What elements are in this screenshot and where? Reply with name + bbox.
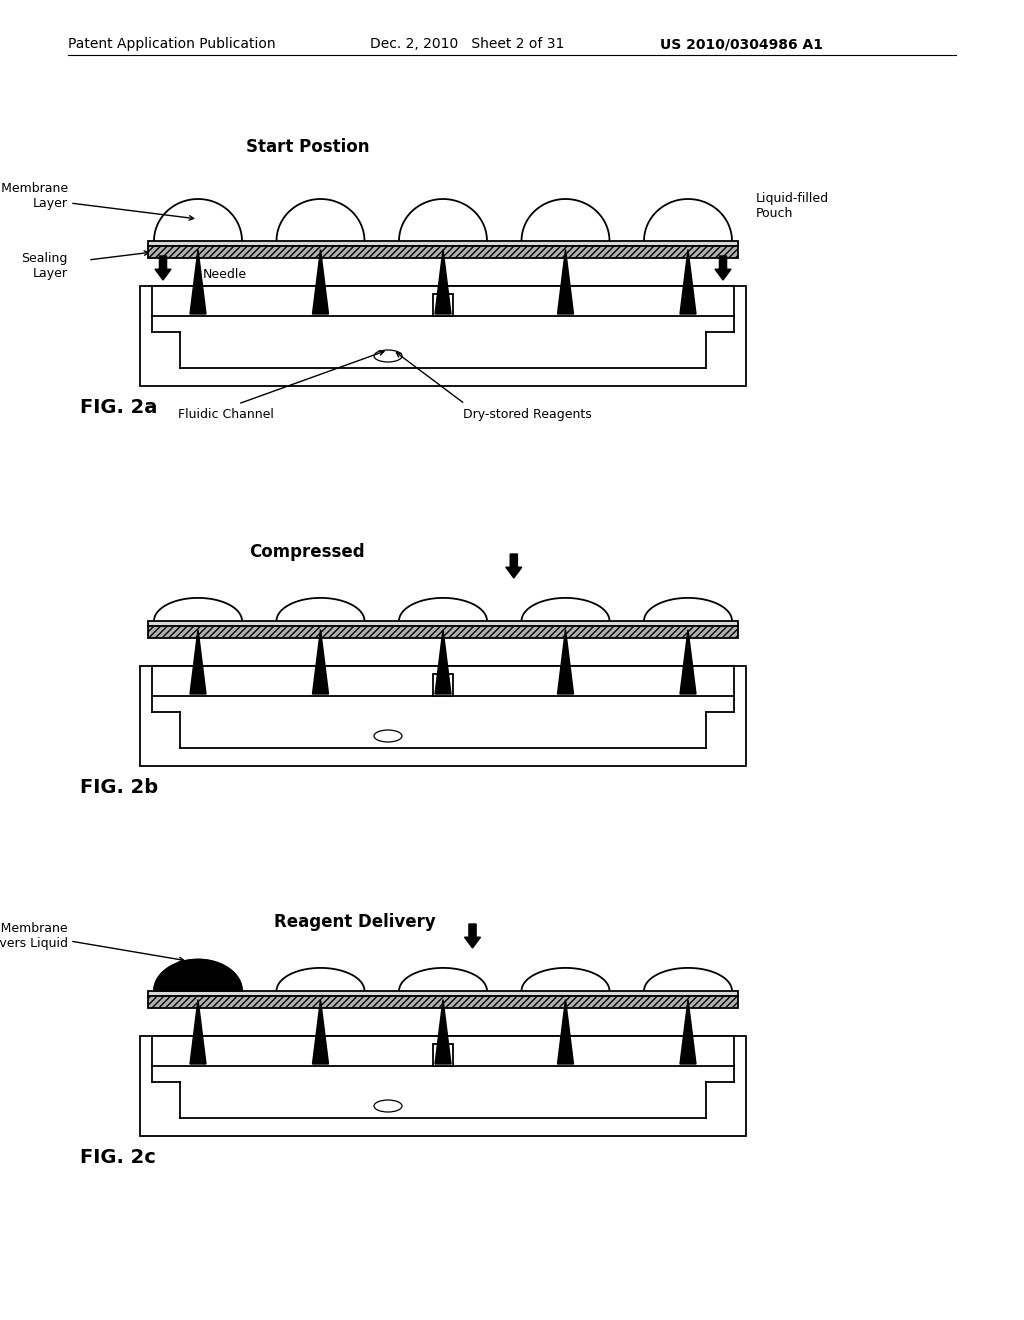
Bar <box>148 620 738 626</box>
Polygon shape <box>276 598 365 620</box>
Polygon shape <box>435 630 451 694</box>
Polygon shape <box>644 968 732 991</box>
Polygon shape <box>435 999 451 1064</box>
Bar <box>152 286 734 315</box>
Polygon shape <box>155 256 171 280</box>
Ellipse shape <box>374 730 402 742</box>
Polygon shape <box>276 199 365 242</box>
Polygon shape <box>557 999 573 1064</box>
Text: Compressed: Compressed <box>250 543 366 561</box>
Polygon shape <box>435 249 451 314</box>
Polygon shape <box>521 968 609 991</box>
Text: Start Postion: Start Postion <box>246 139 369 156</box>
Text: FIG. 2a: FIG. 2a <box>80 399 158 417</box>
Polygon shape <box>680 249 696 314</box>
Bar <box>433 1044 453 1067</box>
Polygon shape <box>312 999 329 1064</box>
Polygon shape <box>399 598 487 620</box>
Text: Liquid-filled
Pouch: Liquid-filled Pouch <box>756 191 829 220</box>
Polygon shape <box>190 999 206 1064</box>
Polygon shape <box>680 630 696 694</box>
Bar <box>148 246 738 257</box>
Polygon shape <box>644 598 732 620</box>
Text: US 2010/0304986 A1: US 2010/0304986 A1 <box>660 37 823 51</box>
Polygon shape <box>680 999 696 1064</box>
Polygon shape <box>154 598 242 620</box>
Bar <box>140 667 746 766</box>
Text: Fluidic Channel: Fluidic Channel <box>178 408 273 421</box>
Polygon shape <box>557 249 573 314</box>
Bar <box>140 1036 746 1137</box>
Text: Needle: Needle <box>203 268 247 281</box>
Bar <box>148 997 738 1008</box>
Text: Patent Application Publication: Patent Application Publication <box>68 37 275 51</box>
Bar <box>152 667 734 696</box>
Polygon shape <box>190 630 206 694</box>
Text: Dry-stored Reagents: Dry-stored Reagents <box>463 408 592 421</box>
Polygon shape <box>465 924 480 948</box>
Polygon shape <box>399 968 487 991</box>
Text: Flexible Membrane
Layer: Flexible Membrane Layer <box>0 182 68 210</box>
Polygon shape <box>312 249 329 314</box>
Bar <box>140 286 746 385</box>
Bar <box>148 626 738 638</box>
Text: FIG. 2c: FIG. 2c <box>80 1148 156 1167</box>
Polygon shape <box>154 960 242 991</box>
Polygon shape <box>399 199 487 242</box>
Ellipse shape <box>374 1100 402 1111</box>
Bar <box>433 673 453 696</box>
Polygon shape <box>557 630 573 694</box>
Polygon shape <box>312 630 329 694</box>
Bar <box>148 991 738 997</box>
Polygon shape <box>715 256 731 280</box>
Text: Dec. 2, 2010   Sheet 2 of 31: Dec. 2, 2010 Sheet 2 of 31 <box>370 37 564 51</box>
Polygon shape <box>644 199 732 242</box>
Polygon shape <box>506 554 522 578</box>
Bar <box>433 293 453 315</box>
Text: Reagent Delivery: Reagent Delivery <box>273 913 435 931</box>
Bar <box>148 242 738 246</box>
Text: FIG. 2b: FIG. 2b <box>80 777 158 797</box>
Ellipse shape <box>374 350 402 362</box>
Polygon shape <box>276 968 365 991</box>
Text: Depressed Membrane
Delivers Liquid: Depressed Membrane Delivers Liquid <box>0 921 68 950</box>
Polygon shape <box>154 199 242 242</box>
Polygon shape <box>521 598 609 620</box>
Bar <box>152 1036 734 1067</box>
Polygon shape <box>190 249 206 314</box>
Text: Sealing
Layer: Sealing Layer <box>22 252 68 280</box>
Polygon shape <box>521 199 609 242</box>
